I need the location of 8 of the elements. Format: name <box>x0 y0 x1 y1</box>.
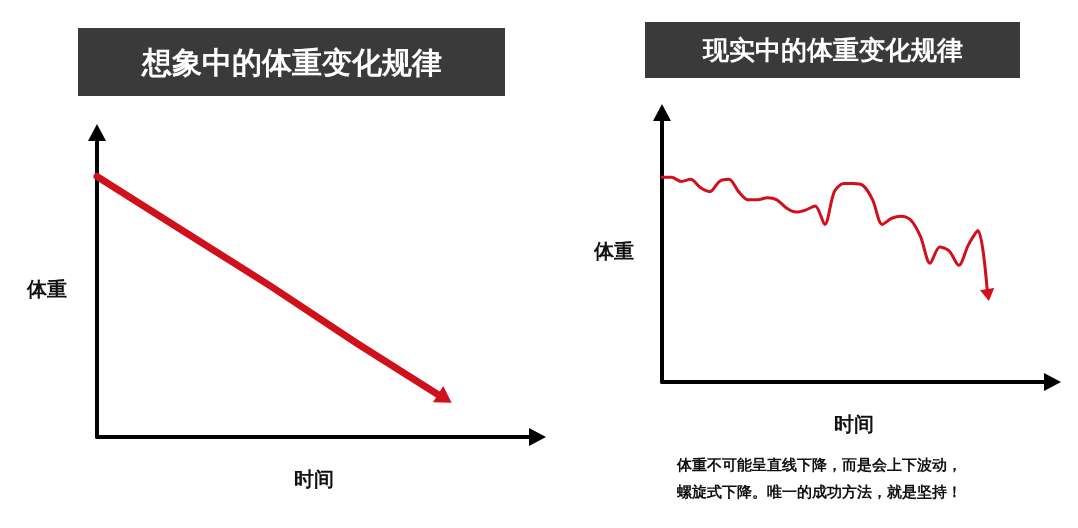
y-axis-title: 体重 <box>26 276 67 301</box>
chart-title: 想象中的体重变化规律 <box>140 44 442 80</box>
y-axis-title: 体重 <box>593 239 634 263</box>
x-axis-title: 时间 <box>833 412 874 436</box>
text: 螺旋式下降。唯一的成功方法，就是坚持！ <box>675 482 962 501</box>
text: 体重不可能呈直线下降，而是会上下波动， <box>675 455 962 474</box>
x-axis-title: 时间 <box>293 467 334 491</box>
chart-title: 现实中的体重变化规律 <box>701 35 963 65</box>
